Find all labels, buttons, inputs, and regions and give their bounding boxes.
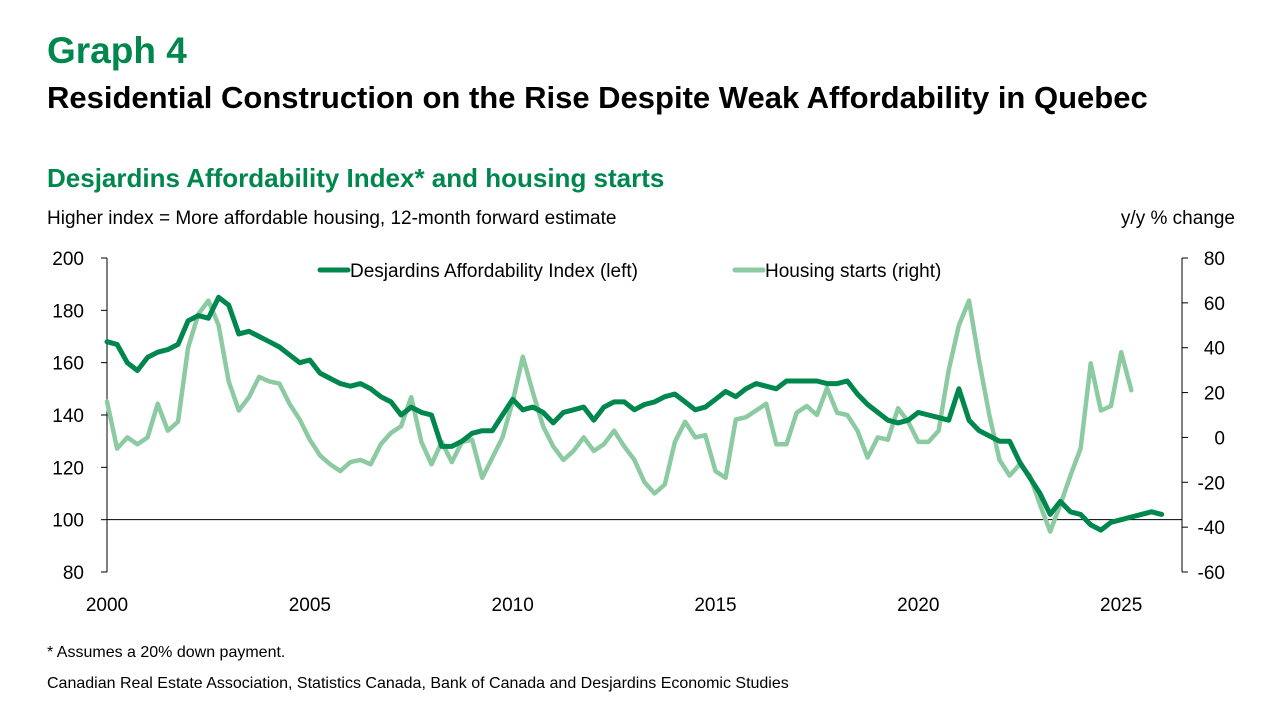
left-tick-label: 160	[52, 354, 84, 375]
x-tick-label: 2015	[694, 595, 736, 616]
right-tick-label: 0	[1214, 428, 1225, 449]
right-tick-label: -60	[1198, 563, 1225, 584]
x-tick-label: 2005	[289, 595, 331, 616]
x-tick-label: 2010	[492, 595, 534, 616]
left-tick-label: 120	[52, 458, 84, 479]
x-tick-label: 2020	[897, 595, 939, 616]
chart-lines	[104, 294, 1165, 534]
x-tick-label: 2025	[1100, 595, 1142, 616]
legend-label-affordability: Desjardins Affordability Index (left)	[350, 261, 638, 282]
left-tick-label: 80	[63, 563, 84, 584]
right-tick-label: 40	[1204, 339, 1225, 360]
chart-legend: Desjardins Affordability Index (left) Hou…	[317, 261, 941, 282]
housing-starts-line	[104, 298, 1134, 534]
right-tick-label: -20	[1198, 473, 1225, 494]
chart-axes: 80100120140160180200-60-40-2002040608020…	[52, 249, 1225, 616]
source-note: Canadian Real Estate Association, Statis…	[47, 675, 789, 692]
right-tick-label: -40	[1198, 518, 1225, 539]
right-tick-label: 60	[1204, 294, 1225, 315]
left-tick-label: 200	[52, 249, 84, 270]
left-tick-label: 140	[52, 406, 84, 427]
left-tick-label: 100	[52, 511, 84, 532]
left-axis-note: Higher index = More affordable housing, …	[47, 208, 617, 229]
graph-label: Graph 4	[47, 30, 187, 71]
page-title: Residential Construction on the Rise Des…	[47, 80, 1148, 115]
left-tick-label: 180	[52, 301, 84, 322]
footnote: * Assumes a 20% down payment.	[47, 644, 286, 661]
right-tick-label: 80	[1204, 249, 1225, 270]
right-tick-label: 20	[1204, 384, 1225, 405]
chart-title: Desjardins Affordability Index* and hous…	[47, 163, 665, 193]
legend-label-starts: Housing starts (right)	[765, 261, 941, 282]
affordability-index-line	[104, 294, 1165, 533]
x-tick-label: 2000	[86, 595, 128, 616]
right-axis-note: y/y % change	[1120, 208, 1235, 229]
